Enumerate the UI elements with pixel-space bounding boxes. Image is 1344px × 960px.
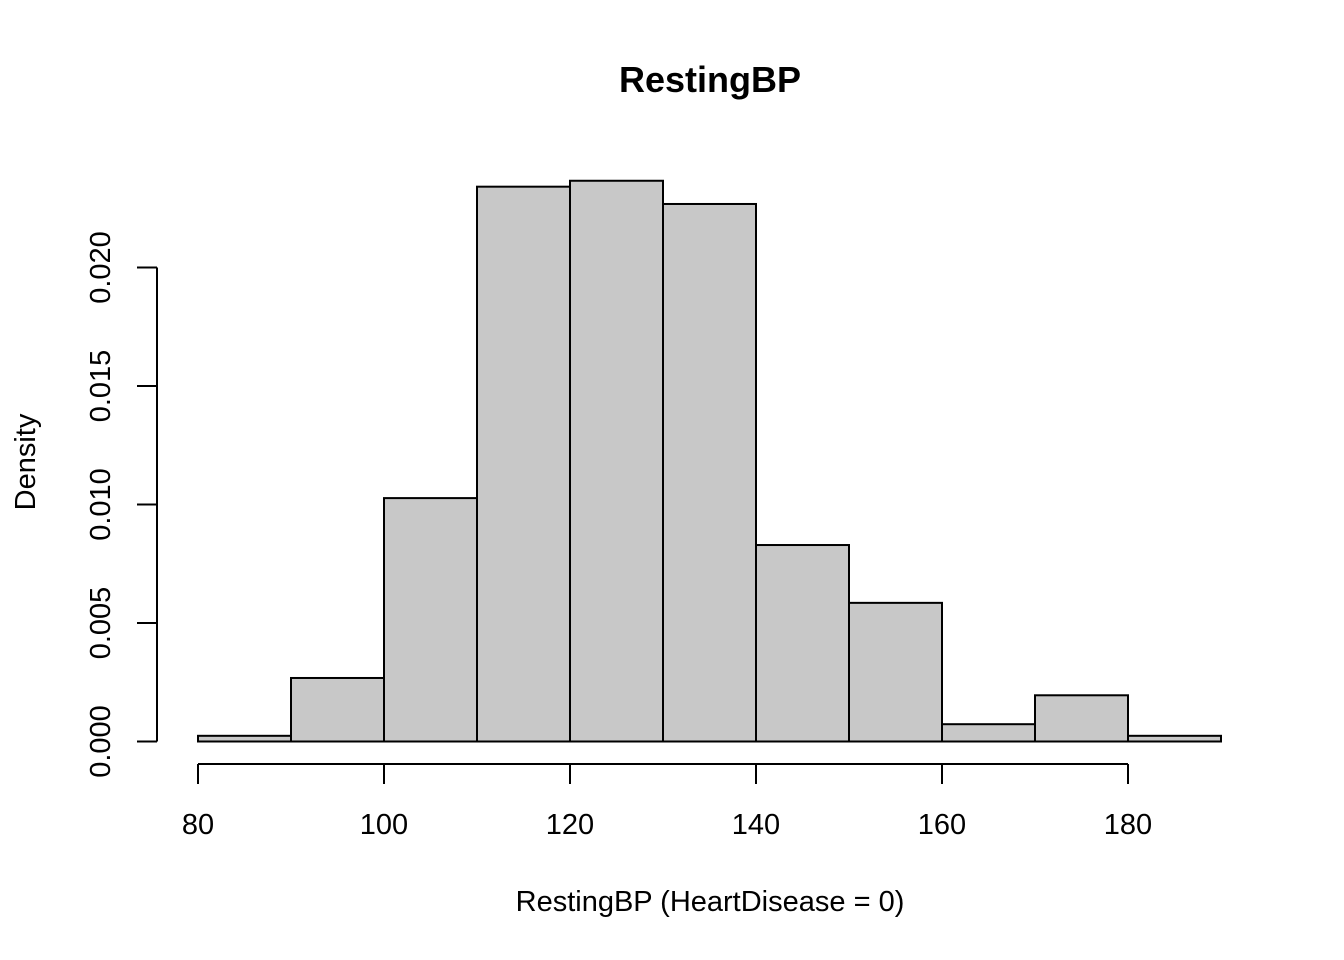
histogram-bar [941, 723, 1036, 743]
y-axis: 0.000 0.005 0.010 0.015 0.020 [85, 231, 158, 778]
chart-title: RestingBP [619, 59, 801, 100]
y-tick-label: 0.015 [85, 350, 117, 423]
histogram-bar [383, 497, 478, 743]
y-tick-label: 0.020 [85, 231, 117, 304]
x-tick-label: 140 [732, 809, 780, 841]
x-axis-label: RestingBP (HeartDisease = 0) [516, 886, 905, 918]
histogram-bar [848, 601, 943, 743]
histogram-bar [290, 676, 385, 743]
y-tick-label: 0.010 [85, 468, 117, 541]
x-tick-label: 120 [546, 809, 594, 841]
y-tick-label: 0.005 [85, 587, 117, 660]
histogram-bar [1127, 734, 1222, 743]
histogram-bar [755, 544, 850, 743]
histogram-bar [197, 734, 292, 743]
histogram-bar [569, 179, 664, 743]
histogram-bar [476, 185, 571, 743]
y-tick-label: 0.000 [85, 705, 117, 778]
histogram-bar [1034, 694, 1129, 743]
x-tick-label: 160 [918, 809, 966, 841]
y-axis-label: Density [10, 413, 42, 510]
x-axis: 80 100 120 140 160 180 [182, 763, 1152, 841]
histogram-bar [662, 202, 757, 743]
x-tick-label: 100 [360, 809, 408, 841]
x-tick-label: 80 [182, 809, 214, 841]
bars-group [197, 179, 1222, 743]
x-tick-label: 180 [1104, 809, 1152, 841]
